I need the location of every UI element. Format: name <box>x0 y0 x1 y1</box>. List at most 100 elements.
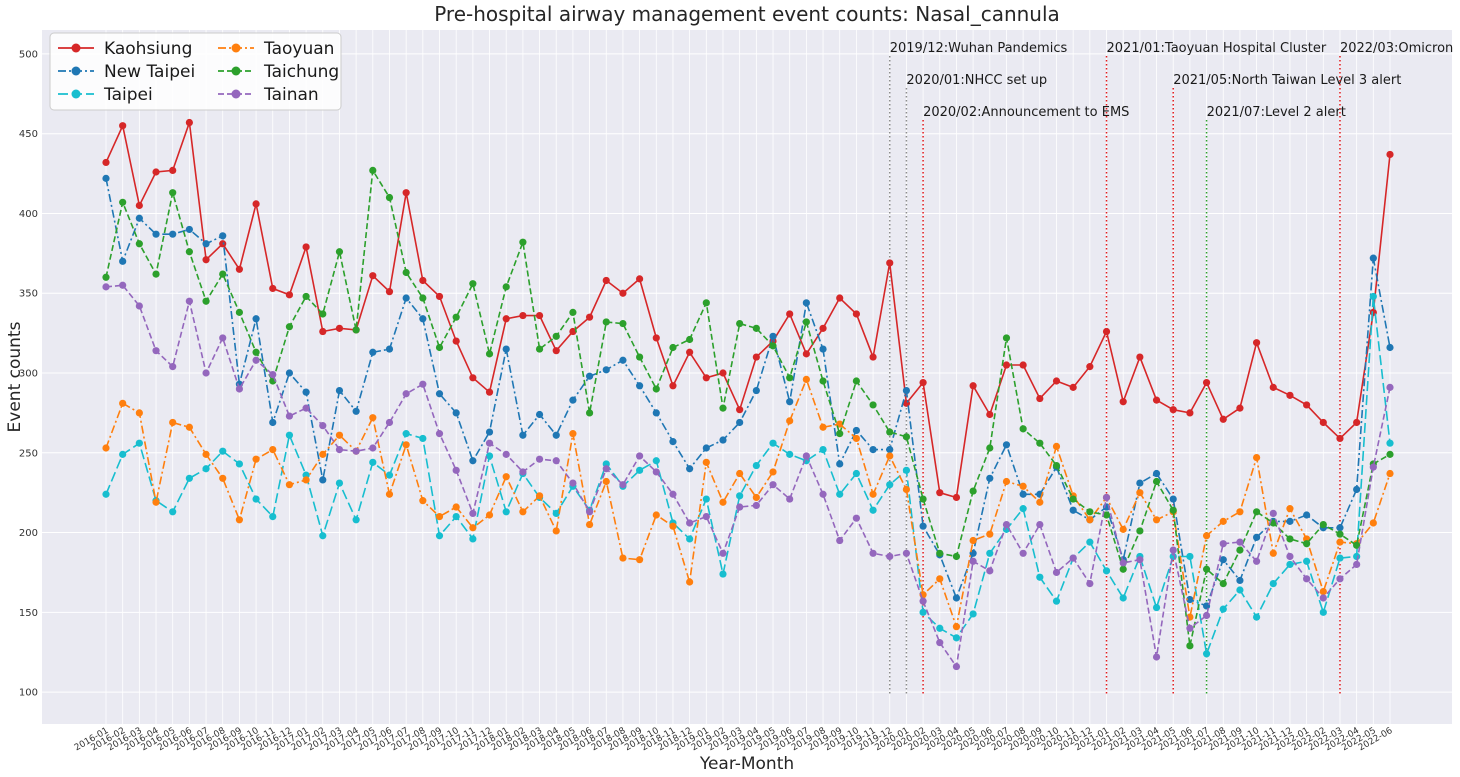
chart-title: Pre-hospital airway management event cou… <box>434 2 1060 26</box>
data-point <box>185 225 193 234</box>
event-label: 2021/01:Taoyuan Hospital Cluster <box>1107 41 1327 56</box>
data-point <box>1119 565 1127 573</box>
data-point <box>1236 538 1244 546</box>
data-point <box>502 345 510 353</box>
data-point <box>385 345 394 353</box>
data-point <box>1136 556 1144 564</box>
data-point <box>302 404 310 412</box>
data-point <box>485 452 494 460</box>
data-point <box>135 240 143 248</box>
data-point <box>902 485 911 494</box>
data-point <box>1186 595 1194 604</box>
data-point <box>1286 391 1294 399</box>
data-point <box>369 348 377 356</box>
data-point <box>686 519 694 527</box>
event-annotations: 2019/12:Wuhan Pandemics 2020/01:NHCC set … <box>888 41 1453 696</box>
data-point <box>252 455 260 463</box>
x-axis-ticks: 2016-012016-022016-032016-042016-052016-… <box>73 726 1395 754</box>
data-point <box>352 516 360 524</box>
event-label: 2020/01:NHCC set up <box>906 73 1047 88</box>
data-point <box>585 520 594 529</box>
data-point <box>619 481 627 489</box>
data-point <box>1236 546 1244 554</box>
data-point <box>952 623 961 631</box>
data-point <box>1219 540 1227 548</box>
data-point <box>686 335 694 344</box>
data-point <box>1386 150 1394 159</box>
data-point <box>669 382 677 390</box>
data-point <box>135 409 143 417</box>
data-point <box>1336 434 1344 443</box>
data-point <box>535 345 544 353</box>
data-point <box>986 567 994 575</box>
data-point <box>319 476 327 484</box>
data-point <box>952 662 961 671</box>
data-point <box>902 466 911 474</box>
data-point <box>502 283 510 291</box>
data-point <box>1119 398 1127 406</box>
data-point <box>1152 603 1161 612</box>
data-point <box>752 501 760 510</box>
data-point <box>1036 439 1044 447</box>
data-point <box>352 326 360 334</box>
data-point <box>502 315 510 323</box>
data-point <box>919 597 927 605</box>
data-point <box>986 444 994 452</box>
series-kaohsiung <box>102 118 1394 502</box>
event-label: 2019/12:Wuhan Pandemics <box>890 41 1068 56</box>
series-lines <box>102 118 1394 671</box>
data-point <box>435 292 444 301</box>
data-point <box>752 461 760 470</box>
data-point <box>385 490 394 498</box>
data-point <box>319 532 327 540</box>
data-point <box>669 438 677 446</box>
data-point <box>919 522 927 530</box>
data-point <box>1303 540 1311 548</box>
data-point <box>369 444 377 452</box>
data-point <box>602 477 610 486</box>
data-point <box>852 377 860 385</box>
data-point <box>519 508 527 516</box>
data-point <box>335 479 344 487</box>
data-point <box>435 390 444 398</box>
data-point <box>419 315 427 323</box>
data-point <box>302 388 310 396</box>
data-point <box>1353 541 1361 549</box>
data-point <box>1369 254 1377 262</box>
data-point <box>1202 532 1211 540</box>
data-point <box>819 324 827 332</box>
data-point <box>836 430 844 438</box>
data-point <box>952 552 961 561</box>
data-point <box>485 388 494 396</box>
data-point <box>235 516 244 524</box>
data-point <box>1119 525 1127 533</box>
data-point <box>252 356 260 364</box>
event-label: 2021/07:Level 2 alert <box>1207 105 1346 120</box>
data-point <box>469 374 477 382</box>
data-point <box>836 294 844 302</box>
data-point <box>1086 516 1094 524</box>
data-point <box>119 198 127 206</box>
data-point <box>836 536 844 545</box>
data-point <box>919 378 927 387</box>
legend-swatch-marker <box>231 43 241 53</box>
data-point <box>569 327 577 336</box>
data-point <box>786 450 794 458</box>
y-tick-label: 100 <box>19 688 38 699</box>
data-point <box>152 347 160 355</box>
data-point <box>119 281 127 289</box>
data-point <box>1119 559 1127 567</box>
data-point <box>919 608 927 616</box>
data-point <box>569 479 577 487</box>
data-point <box>1319 587 1327 596</box>
data-point <box>686 465 694 473</box>
data-point <box>1152 477 1161 486</box>
data-point <box>786 398 794 406</box>
data-point <box>402 268 410 277</box>
data-point <box>1269 519 1277 527</box>
data-point <box>969 557 977 565</box>
data-point <box>969 610 977 618</box>
data-point <box>936 624 944 632</box>
data-point <box>435 512 444 521</box>
data-point <box>819 345 827 353</box>
